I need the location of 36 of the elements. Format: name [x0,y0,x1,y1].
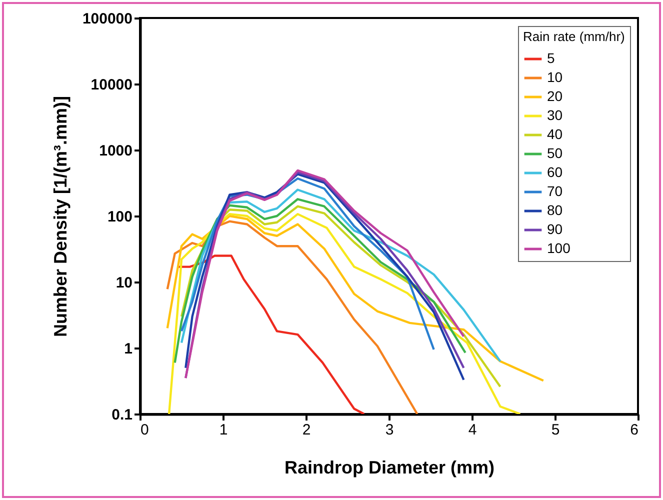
y-tick-label: 1 [124,340,132,358]
x-tick-label: 2 [302,422,311,438]
legend-label: 20 [547,88,563,104]
legend-label: 80 [547,202,563,218]
legend-label: 40 [547,126,563,142]
x-tick-label: 6 [630,422,638,438]
legend-label: 70 [547,183,563,199]
y-tick-label: 0.1 [112,406,132,424]
line-series [180,177,435,351]
x-axis-title: Raindrop Diameter (mm) [284,458,495,478]
legend-label: 90 [547,221,563,237]
line-series [174,198,466,364]
y-tick-label: 10000 [90,76,132,94]
x-tick-label: 0 [140,422,149,438]
line-series [166,220,418,414]
line-series [176,254,366,414]
x-tick-label: 4 [468,422,477,438]
y-tick-label: 100000 [82,10,132,28]
x-tick-label: 3 [385,422,394,438]
legend-label: 5 [547,50,555,66]
legend-label: 60 [547,164,563,180]
y-tick-label: 10 [116,274,132,292]
line-series [180,188,502,362]
y-tick-label: 1000 [99,142,132,160]
x-tick-label: 5 [551,422,560,438]
x-tick-label: 1 [219,422,228,438]
legend-label: 50 [547,145,563,161]
legend-label: 100 [547,240,571,256]
line-series [168,212,522,414]
line-series [166,214,544,382]
y-axis-title: Number Density [1/(m³.mm)] [50,96,70,338]
y-tick-label: 100 [107,208,132,226]
legend-label: 10 [547,69,563,85]
legend-label: 30 [547,107,563,123]
line-series [180,205,502,388]
legend-title: Rain rate (mm/hr) [523,29,625,44]
